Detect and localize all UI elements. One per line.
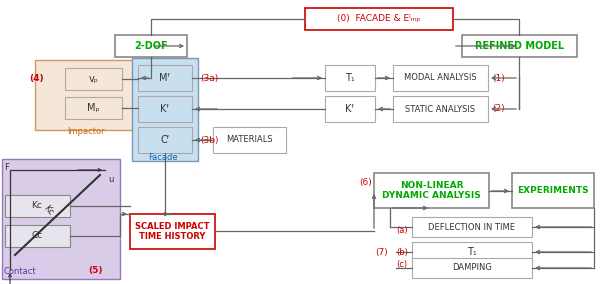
Bar	[5, 195, 70, 217]
Bar	[412, 258, 532, 278]
Bar	[305, 8, 453, 30]
Bar	[393, 65, 488, 91]
Text: (4): (4)	[29, 74, 44, 82]
Bar	[462, 35, 577, 57]
Text: MATERIALS: MATERIALS	[226, 135, 273, 145]
Text: T₁: T₁	[467, 247, 477, 257]
Text: 2-DOF: 2-DOF	[134, 41, 168, 51]
Text: (0)  FACADE & Eᴵₘₚ: (0) FACADE & Eᴵₘₚ	[337, 14, 421, 24]
Text: (c): (c)	[396, 260, 407, 270]
Text: DEFLECTION IN TIME: DEFLECTION IN TIME	[428, 222, 515, 231]
Text: DAMPING: DAMPING	[452, 264, 492, 273]
Text: (7): (7)	[375, 247, 388, 256]
Bar	[374, 173, 489, 208]
Text: Impactor: Impactor	[67, 128, 104, 137]
Text: Mᶠ: Mᶠ	[160, 73, 170, 83]
Text: Cᶠ: Cᶠ	[160, 135, 170, 145]
Text: (3a): (3a)	[200, 74, 218, 82]
Bar	[5, 225, 70, 247]
Text: T₁: T₁	[345, 73, 355, 83]
Bar	[130, 214, 215, 249]
Text: (2): (2)	[492, 105, 505, 114]
Bar	[2, 159, 120, 279]
Bar	[65, 68, 122, 90]
Bar	[132, 58, 198, 161]
Bar	[412, 217, 532, 237]
Text: (b): (b)	[396, 247, 408, 256]
Text: MODAL ANALYSIS: MODAL ANALYSIS	[404, 74, 477, 82]
Bar	[393, 96, 488, 122]
Text: F: F	[4, 162, 9, 172]
Bar	[213, 127, 286, 153]
Text: Facade: Facade	[148, 153, 178, 162]
Bar	[115, 35, 187, 57]
Bar	[325, 96, 375, 122]
Text: NON-LINEAR
DYNAMIC ANALYSIS: NON-LINEAR DYNAMIC ANALYSIS	[382, 181, 481, 200]
Bar	[138, 127, 192, 153]
Text: Cᴄ: Cᴄ	[31, 231, 43, 241]
Text: vₚ: vₚ	[89, 74, 98, 84]
Text: Contact: Contact	[4, 266, 37, 275]
Text: Kᶠ: Kᶠ	[160, 104, 170, 114]
Bar	[325, 65, 375, 91]
Text: (1): (1)	[492, 74, 505, 82]
Text: (3b): (3b)	[200, 135, 218, 145]
Text: Kᴄ: Kᴄ	[41, 203, 55, 217]
Bar	[512, 173, 594, 208]
Text: (6): (6)	[359, 179, 372, 187]
Text: REFINED MODEL: REFINED MODEL	[475, 41, 564, 51]
Text: (a): (a)	[396, 225, 407, 235]
Text: Kᴄ: Kᴄ	[32, 202, 43, 210]
Text: Mₚ: Mₚ	[87, 103, 100, 113]
Text: (5): (5)	[88, 266, 103, 275]
Bar	[35, 60, 134, 130]
Bar	[138, 96, 192, 122]
Text: SCALED IMPACT
TIME HISTORY: SCALED IMPACT TIME HISTORY	[135, 222, 210, 241]
Text: EXPERIMENTS: EXPERIMENTS	[517, 186, 589, 195]
Text: Kᶠ: Kᶠ	[346, 104, 355, 114]
Text: u: u	[108, 175, 113, 184]
Text: STATIC ANALYSIS: STATIC ANALYSIS	[406, 105, 476, 114]
Bar	[138, 65, 192, 91]
Bar	[412, 242, 532, 262]
Bar	[65, 97, 122, 119]
